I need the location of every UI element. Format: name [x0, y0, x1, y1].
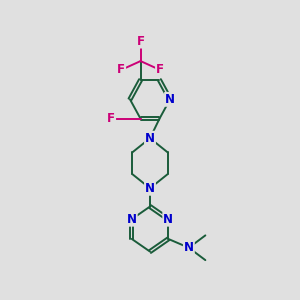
Text: N: N [184, 241, 194, 254]
Text: N: N [145, 132, 155, 145]
Text: F: F [136, 34, 145, 48]
Text: N: N [145, 182, 155, 195]
Text: F: F [156, 63, 164, 76]
Text: F: F [107, 112, 115, 125]
Text: N: N [163, 213, 173, 226]
Text: N: N [127, 213, 137, 226]
Text: F: F [117, 63, 125, 76]
Text: N: N [165, 93, 175, 106]
